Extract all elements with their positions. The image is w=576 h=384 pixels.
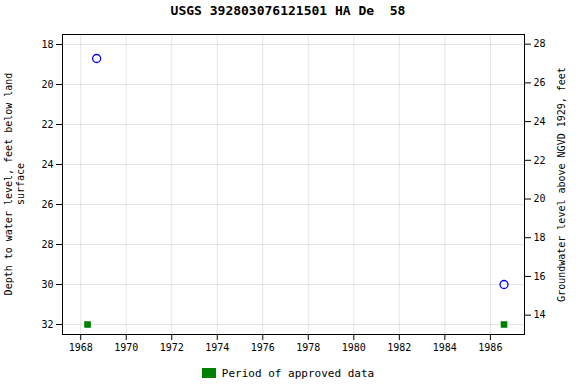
svg-text:30: 30 [41, 279, 53, 290]
svg-text:1982: 1982 [387, 342, 411, 353]
svg-text:1978: 1978 [296, 342, 320, 353]
svg-text:22: 22 [41, 119, 53, 130]
svg-text:28: 28 [41, 239, 53, 250]
svg-text:14: 14 [534, 309, 546, 320]
svg-text:28: 28 [534, 38, 546, 49]
svg-text:24: 24 [534, 116, 546, 127]
html-text:USGS 392803076121501 HA De 58: USGS 392803076121501 HA De 58 [170, 3, 406, 18]
svg-text:24: 24 [41, 159, 53, 170]
svg-text:26: 26 [534, 77, 546, 88]
svg-text:22: 22 [534, 155, 546, 166]
svg-text:1986: 1986 [478, 342, 502, 353]
svg-text:20: 20 [534, 193, 546, 204]
svg-text:26: 26 [41, 199, 53, 210]
svg-text:1980: 1980 [342, 342, 366, 353]
svg-text:Depth to water level, feet bel: Depth to water level, feet below landsur… [3, 73, 26, 296]
svg-text:32: 32 [41, 319, 53, 330]
svg-text:1984: 1984 [433, 342, 457, 353]
svg-text:1970: 1970 [114, 342, 138, 353]
svg-text:1976: 1976 [251, 342, 275, 353]
html-text:Period of approved data: Period of approved data [221, 366, 375, 380]
svg-text:1974: 1974 [205, 342, 229, 353]
svg-text:18: 18 [41, 39, 53, 50]
svg-text:1968: 1968 [69, 342, 93, 353]
svg-text:18: 18 [534, 232, 546, 243]
svg-text:Groundwater level above NGVD 1: Groundwater level above NGVD 1929, feet [556, 67, 567, 302]
svg-text:1972: 1972 [160, 342, 184, 353]
svg-text:16: 16 [534, 271, 546, 282]
svg-text:20: 20 [41, 79, 53, 90]
